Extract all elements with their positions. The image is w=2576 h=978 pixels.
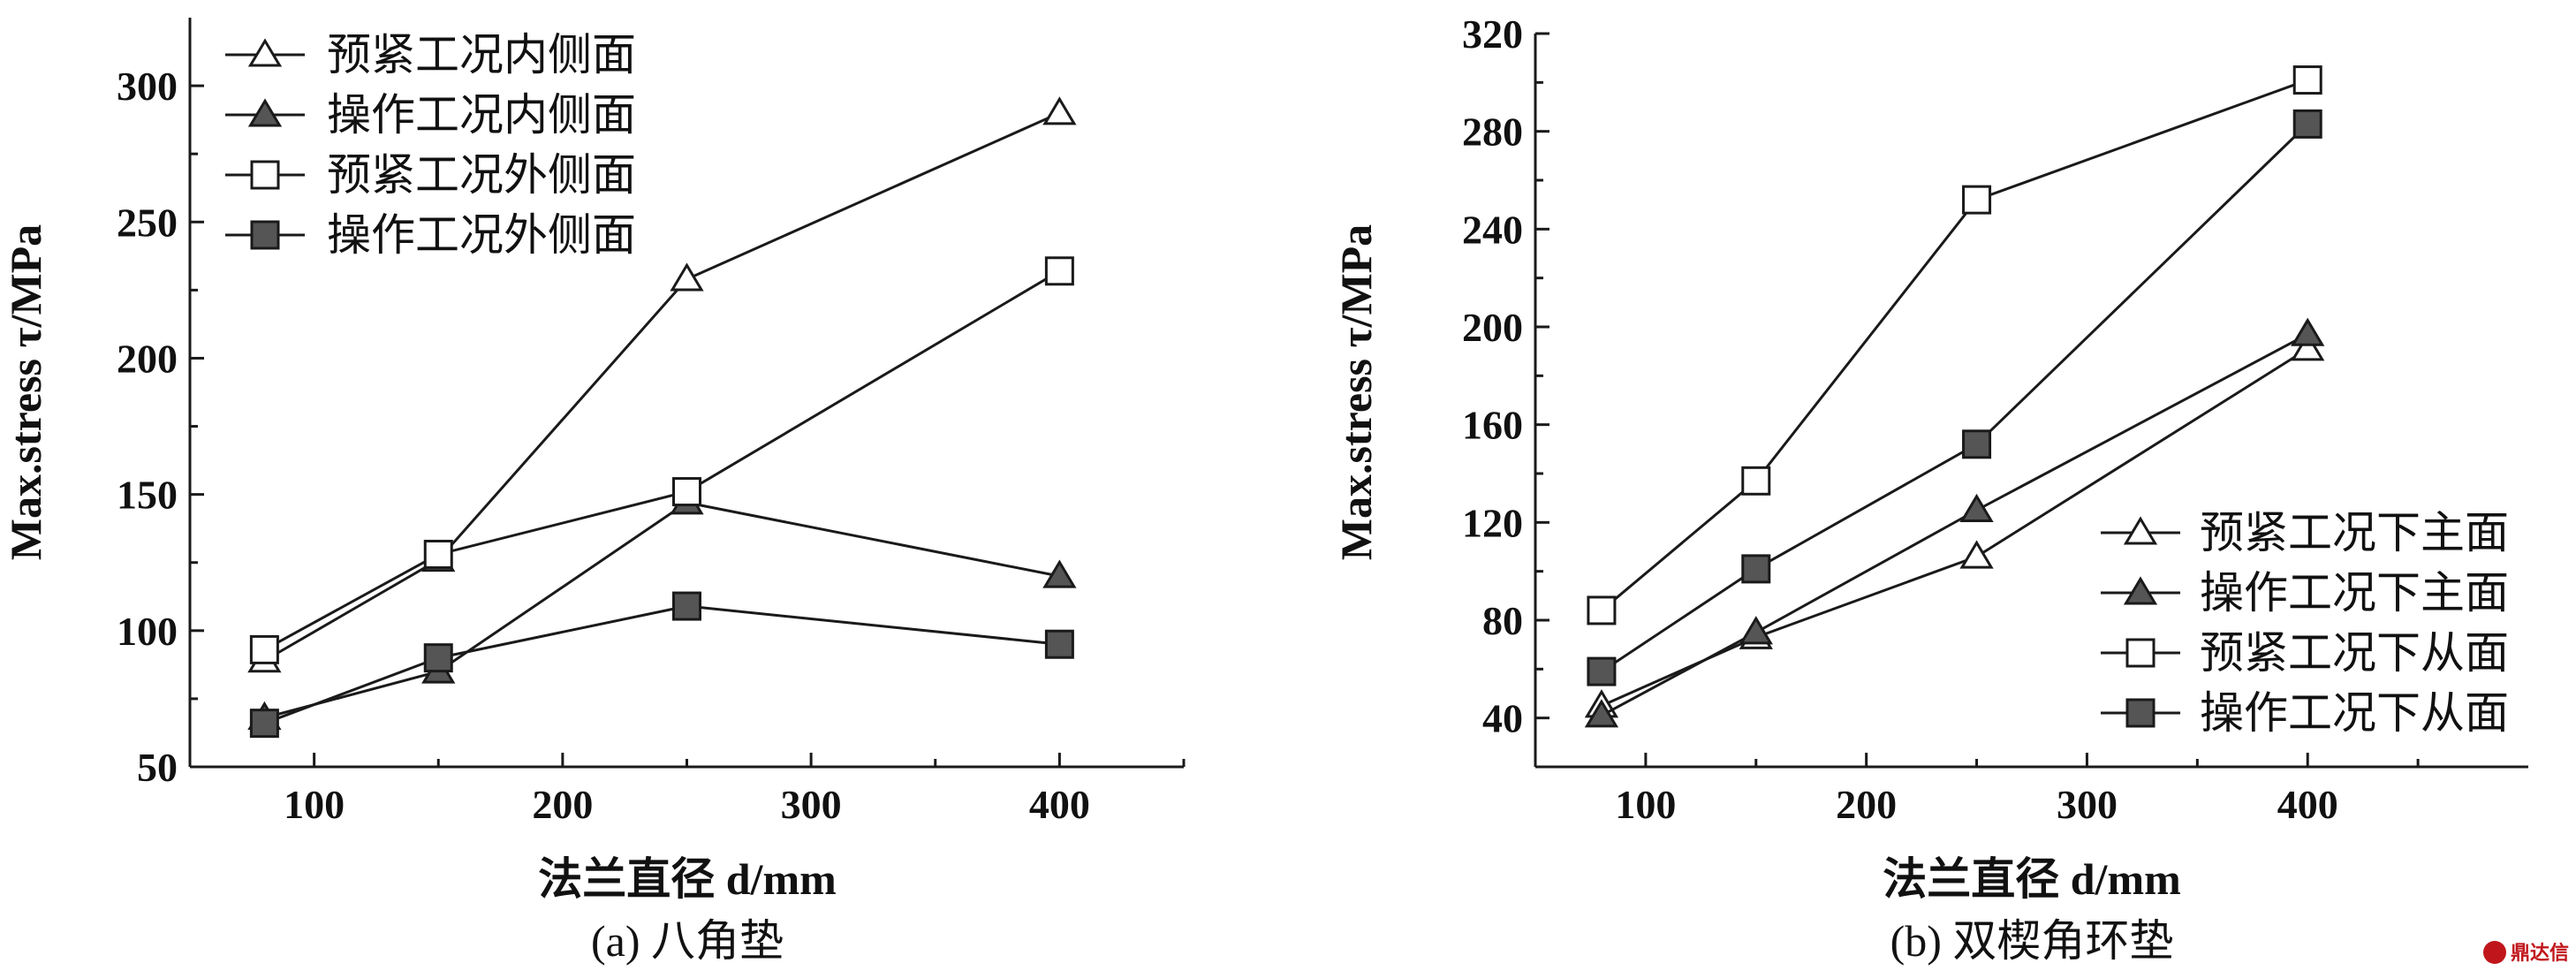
data-point-s4-1 bbox=[1587, 656, 1617, 686]
y-tick-label: 80 bbox=[1482, 598, 1523, 643]
x-tick-label: 400 bbox=[2277, 782, 2338, 827]
watermark-icon bbox=[2483, 941, 2506, 964]
data-point-s3-4 bbox=[1044, 256, 1074, 286]
data-point-s4-1 bbox=[249, 709, 279, 739]
legend-marker-1 bbox=[247, 38, 283, 67]
y-axis-title: Max.stress τ/MPa bbox=[1331, 224, 1381, 560]
data-point-s2-1 bbox=[1584, 699, 1619, 728]
y-tick-label: 200 bbox=[117, 336, 178, 381]
y-tick-label: 200 bbox=[1462, 305, 1523, 350]
panel-a: 50 100 150 200 250 300 100 200 300 400 Max.stress … bbox=[1, 18, 1186, 966]
series-line-3 bbox=[1600, 79, 2308, 612]
x-tick-label: 300 bbox=[781, 782, 842, 827]
data-point-s1-4 bbox=[2291, 332, 2325, 361]
y-tick-label: 120 bbox=[1462, 500, 1523, 545]
legend-marker-4 bbox=[250, 220, 280, 250]
series-line-4 bbox=[263, 604, 1060, 725]
legend-label-3: 预紧工况外侧面 bbox=[327, 150, 636, 200]
legend-label-4: 操作工况下从面 bbox=[2200, 688, 2509, 738]
watermark-text: 鼎达信 bbox=[2511, 942, 2569, 964]
x-tick-label: 100 bbox=[1615, 782, 1676, 827]
y-tick-label: 50 bbox=[137, 745, 178, 790]
series-line-1 bbox=[263, 111, 1060, 663]
series-line-2 bbox=[263, 501, 1060, 719]
y-tick-label: 280 bbox=[1462, 110, 1523, 155]
x-axis-title: 法兰直径 d/mm bbox=[538, 854, 837, 904]
data-point-s3-1 bbox=[1587, 595, 1617, 625]
data-point-s3-4 bbox=[2292, 65, 2322, 95]
legend-marker-2 bbox=[247, 98, 283, 127]
data-point-s3-1 bbox=[249, 634, 279, 664]
legend-label-2: 操作工况内侧面 bbox=[327, 90, 636, 140]
y-tick-label: 250 bbox=[117, 200, 178, 245]
data-point-s1-3 bbox=[1959, 540, 1994, 569]
data-point-s3-3 bbox=[1962, 185, 1992, 215]
legend-label-2: 操作工况下主面 bbox=[2200, 568, 2509, 618]
data-point-s1-3 bbox=[670, 262, 704, 292]
data-point-s2-3 bbox=[1959, 493, 1994, 522]
data-point-s4-4 bbox=[1044, 629, 1074, 659]
x-axis-title: 法兰直径 d/mm bbox=[1883, 854, 2181, 904]
legend-marker-4 bbox=[2125, 698, 2156, 728]
panel-caption: (b) 双楔角环垫 bbox=[1890, 916, 2174, 966]
series-line-4 bbox=[1601, 123, 2309, 673]
data-point-s3-2 bbox=[1741, 466, 1771, 496]
data-point-s1-4 bbox=[1042, 96, 1077, 125]
y-tick-label: 300 bbox=[117, 64, 178, 109]
series-line-3 bbox=[263, 269, 1061, 651]
y-tick-label: 150 bbox=[117, 473, 178, 518]
data-point-s4-2 bbox=[1741, 554, 1771, 584]
legend-marker-2 bbox=[2123, 576, 2158, 605]
legend-marker-3 bbox=[250, 160, 280, 190]
x-tick-label: 100 bbox=[284, 782, 345, 827]
series-line-1 bbox=[1601, 347, 2309, 708]
data-point-s4-4 bbox=[2292, 109, 2322, 139]
watermark-logo: 鼎达信 bbox=[2483, 941, 2569, 964]
legend-label-1: 预紧工况下主面 bbox=[2200, 508, 2509, 557]
data-point-s4-3 bbox=[1962, 429, 1992, 459]
series-line-2 bbox=[1601, 332, 2308, 717]
y-axis-title: Max.stress τ/MPa bbox=[1, 224, 50, 560]
data-point-s3-3 bbox=[672, 477, 701, 507]
y-tick-label: 100 bbox=[117, 609, 178, 654]
y-tick-label: 160 bbox=[1462, 403, 1523, 448]
panel-b: 40 80 120 160 200 240 280 320 100 200 300 400 Max.st… bbox=[1331, 11, 2528, 966]
data-point-s4-2 bbox=[423, 643, 453, 673]
legend-marker-1 bbox=[2123, 516, 2158, 545]
data-point-s4-3 bbox=[672, 591, 701, 621]
data-point-s2-2 bbox=[1739, 616, 1773, 645]
legend-marker-3 bbox=[2125, 638, 2156, 668]
legend-label-1: 预紧工况内侧面 bbox=[327, 30, 636, 80]
legend-label-4: 操作工况外侧面 bbox=[327, 210, 636, 260]
x-tick-label: 200 bbox=[1836, 782, 1897, 827]
x-tick-label: 200 bbox=[532, 782, 593, 827]
data-point-s3-2 bbox=[423, 539, 453, 569]
panel-caption: (a) 八角垫 bbox=[591, 916, 784, 966]
y-tick-label: 320 bbox=[1462, 11, 1523, 57]
legend-label-3: 预紧工况下从面 bbox=[2200, 628, 2509, 678]
data-point-s2-4 bbox=[1042, 559, 1077, 588]
y-tick-label: 240 bbox=[1462, 207, 1523, 252]
x-tick-label: 400 bbox=[1029, 782, 1090, 827]
y-tick-label: 40 bbox=[1482, 696, 1523, 741]
x-tick-label: 300 bbox=[2057, 782, 2118, 827]
data-point-s2-4 bbox=[2291, 317, 2325, 346]
